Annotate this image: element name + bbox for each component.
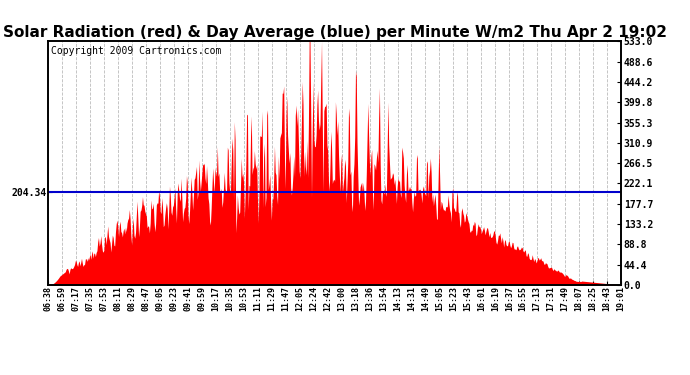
Title: Solar Radiation (red) & Day Average (blue) per Minute W/m2 Thu Apr 2 19:02: Solar Radiation (red) & Day Average (blu…: [3, 25, 667, 40]
Text: Copyright 2009 Cartronics.com: Copyright 2009 Cartronics.com: [51, 46, 221, 56]
